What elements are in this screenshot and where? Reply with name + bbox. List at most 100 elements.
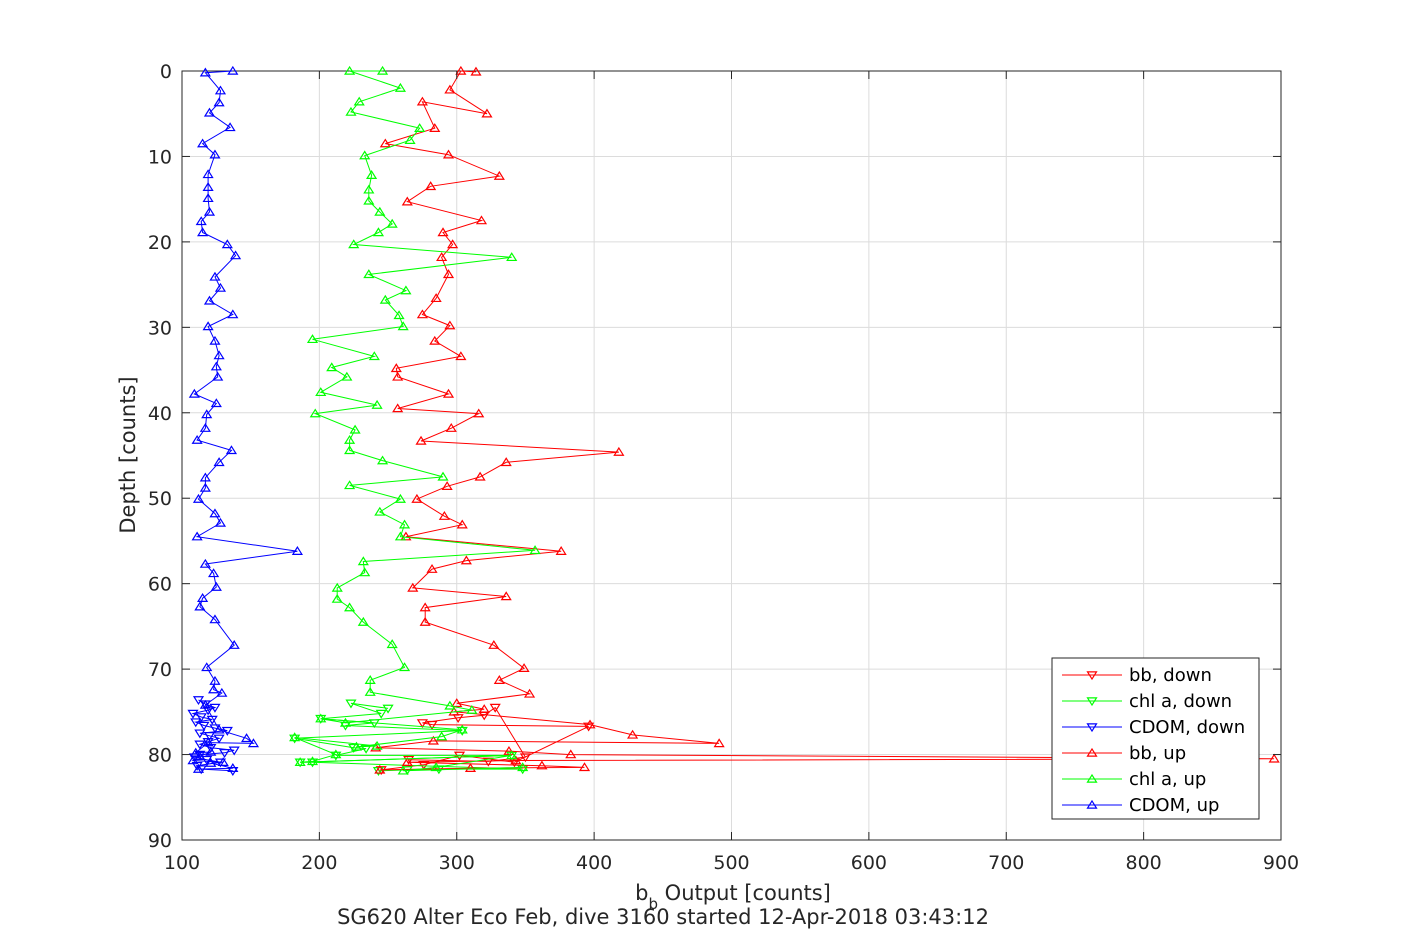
data-point — [205, 743, 217, 753]
data-point — [398, 662, 411, 672]
data-point — [198, 721, 210, 731]
data-point — [426, 720, 438, 730]
data-point — [349, 424, 361, 434]
data-point — [192, 763, 205, 773]
data-point — [344, 480, 356, 490]
data-point — [613, 446, 625, 456]
data-point — [203, 295, 216, 305]
data-point — [382, 704, 394, 714]
data-point — [416, 96, 428, 106]
data-point — [221, 239, 233, 249]
data-point — [529, 545, 541, 555]
data-point — [555, 546, 567, 555]
data-point — [488, 640, 500, 649]
data-point — [376, 455, 389, 465]
data-point — [315, 713, 327, 723]
data-point — [390, 363, 402, 373]
data-point — [506, 252, 518, 262]
data-point — [456, 724, 468, 734]
data-point — [445, 422, 457, 432]
data-point — [359, 150, 371, 160]
series-line — [375, 70, 1275, 771]
data-point — [470, 66, 482, 76]
data-point — [213, 457, 225, 467]
data-point — [212, 371, 224, 381]
data-point — [209, 335, 221, 345]
y-tick-label: 90 — [148, 830, 172, 852]
x-axis-label-main: b — [635, 881, 648, 905]
data-point — [478, 704, 490, 714]
x-tick-label: 700 — [988, 852, 1024, 874]
data-point — [219, 749, 231, 759]
data-point — [415, 435, 427, 445]
data-point — [400, 531, 412, 541]
legend-label: chl a, up — [1129, 769, 1206, 790]
data-point — [425, 181, 437, 191]
data-point — [442, 269, 455, 279]
series-line — [191, 70, 298, 770]
data-point — [345, 699, 357, 709]
data-point — [199, 482, 211, 492]
data-point — [194, 751, 206, 761]
data-point — [315, 387, 327, 397]
data-point — [199, 67, 211, 77]
data-point — [510, 755, 522, 765]
data-point — [437, 471, 449, 481]
series-chl-a-up — [289, 65, 541, 775]
data-point — [221, 726, 233, 736]
data-point — [344, 434, 356, 444]
data-point — [203, 206, 216, 216]
data-point — [210, 581, 222, 591]
chart-title: SG620 Alter Eco Feb, dive 3160 started 1… — [337, 905, 989, 929]
data-point — [500, 457, 512, 467]
data-point — [489, 703, 501, 713]
data-point — [194, 729, 206, 739]
data-point — [394, 493, 407, 503]
data-point — [464, 763, 477, 772]
data-point — [416, 309, 428, 319]
data-point — [202, 169, 214, 179]
data-point — [451, 698, 463, 708]
data-point — [199, 699, 211, 709]
data-point — [209, 675, 221, 685]
y-tick-label: 30 — [148, 317, 172, 339]
data-point — [363, 269, 375, 279]
data-point — [228, 746, 240, 756]
data-point — [326, 362, 338, 372]
data-point — [523, 688, 536, 698]
data-point — [199, 558, 211, 568]
data-point — [416, 719, 428, 729]
data-point — [429, 123, 441, 132]
data-point — [201, 409, 213, 419]
data-point — [191, 434, 203, 444]
data-point — [306, 758, 319, 768]
data-point — [442, 388, 455, 398]
y-tick-label: 50 — [148, 488, 172, 510]
data-point — [210, 398, 222, 408]
data-point — [436, 731, 448, 741]
data-point — [202, 737, 214, 747]
data-point — [224, 122, 236, 132]
data-point — [195, 216, 207, 226]
data-point — [419, 602, 431, 612]
data-point — [227, 763, 239, 772]
data-point — [309, 408, 321, 418]
data-point — [209, 703, 221, 713]
data-point — [473, 408, 485, 418]
y-axis-label: Depth [counts] — [116, 376, 140, 533]
data-point — [372, 227, 385, 237]
x-tick-label: 900 — [1263, 852, 1299, 874]
data-point — [374, 506, 386, 516]
data-point — [414, 123, 426, 132]
data-point — [294, 757, 306, 766]
data-point — [475, 215, 488, 225]
data-point — [397, 765, 409, 775]
x-tick-label: 600 — [851, 852, 887, 874]
data-point — [227, 65, 239, 75]
series-bb-up — [370, 65, 1280, 774]
y-tick-label: 60 — [148, 574, 172, 596]
x-tick-label: 100 — [164, 852, 200, 874]
legend-label: bb, up — [1129, 743, 1186, 764]
x-axis-label-rest: Output [counts] — [658, 881, 831, 905]
data-point — [442, 149, 455, 159]
